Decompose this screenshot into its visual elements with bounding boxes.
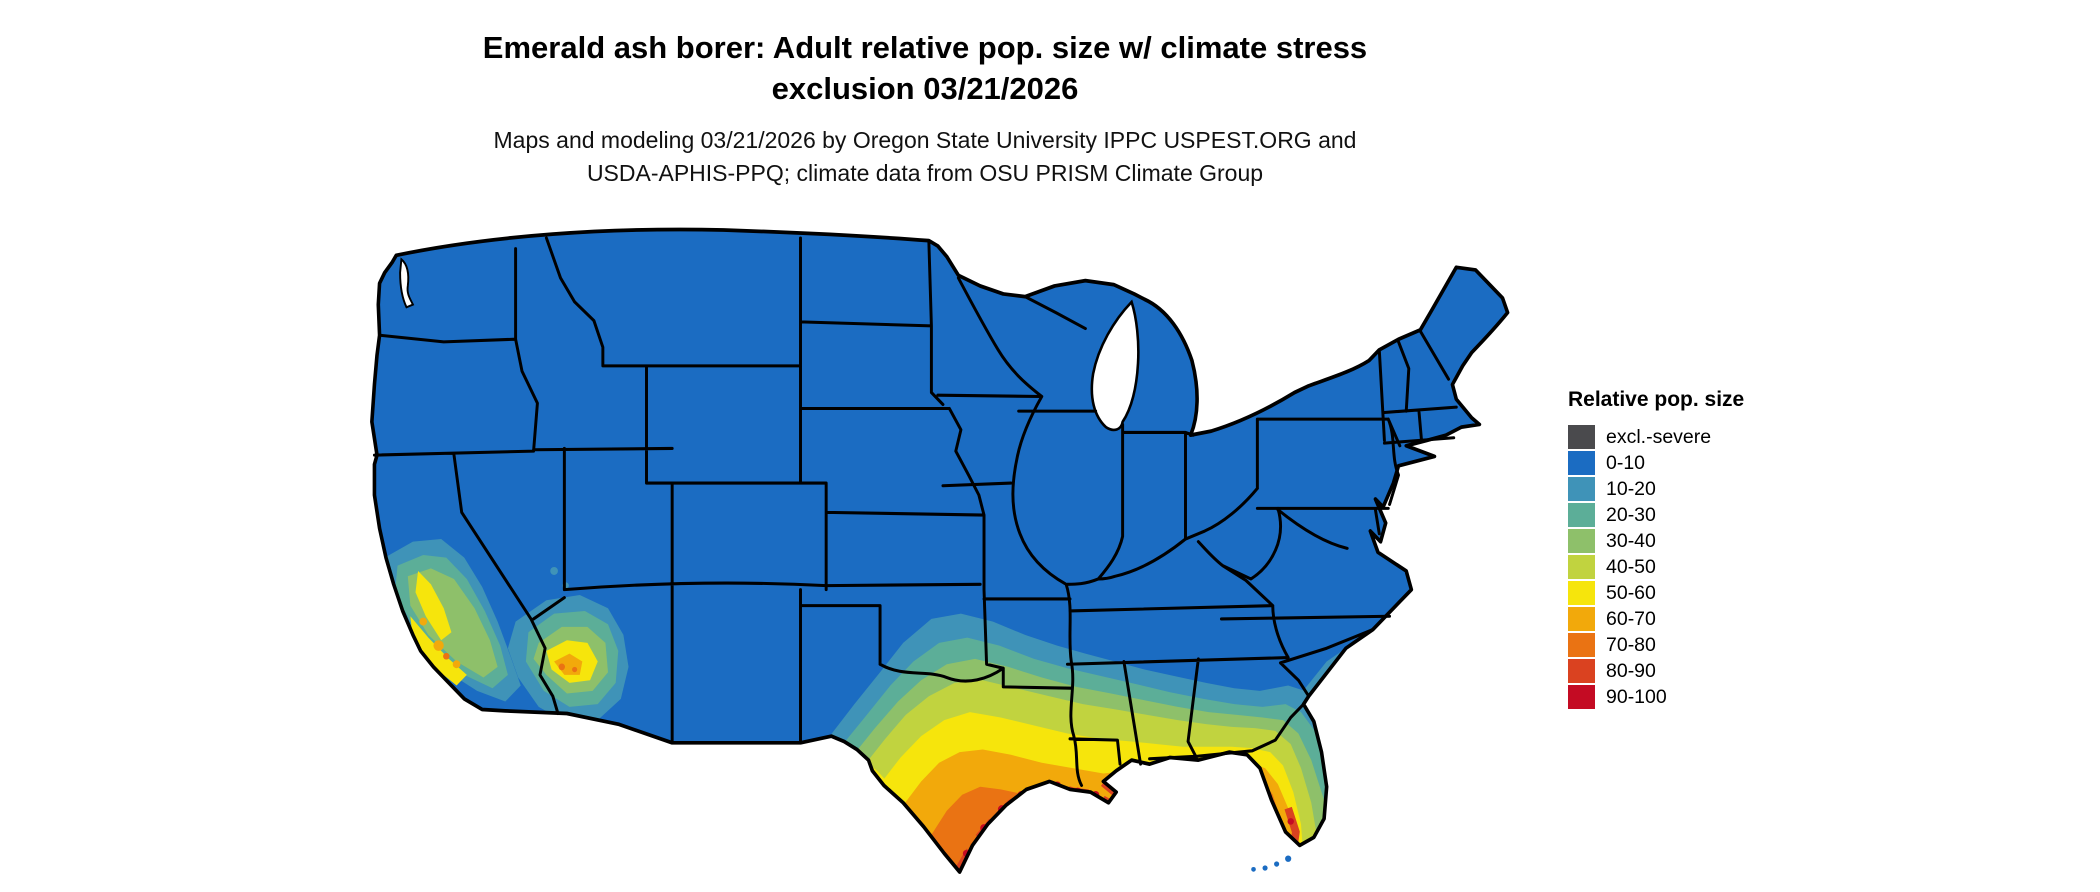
legend-item: 30-40 [1568,528,1848,554]
legend-label: 20-30 [1606,503,1656,526]
legend-item: 40-50 [1568,554,1848,580]
legend-item: 10-20 [1568,476,1848,502]
legend-label: 40-50 [1606,555,1656,578]
legend-item: 80-90 [1568,658,1848,684]
legend-label: 30-40 [1606,529,1656,552]
legend-label: 70-80 [1606,633,1656,656]
legend-label: 50-60 [1606,581,1656,604]
nation-outline [370,227,1510,874]
title-line-2: exclusion 03/21/2026 [771,70,1079,106]
legend-label: 60-70 [1606,607,1656,630]
legend-swatch [1568,555,1595,579]
state-borders [372,236,1458,787]
legend-swatch [1568,581,1595,605]
legend-swatch [1568,659,1595,683]
page-title: Emerald ash borer: Adult relative pop. s… [150,28,1700,110]
legend-swatch [1568,685,1595,709]
florida-keys-dots [1251,855,1292,872]
legend-swatch [1568,607,1595,631]
legend-swatch [1568,529,1595,553]
legend-swatch [1568,425,1595,449]
title-line-1: Emerald ash borer: Adult relative pop. s… [482,30,1368,65]
legend-item: 70-80 [1568,632,1848,658]
us-map [370,227,1510,874]
subtitle-line-2: USDA-APHIS-PPQ; climate data from OSU PR… [586,159,1264,186]
legend-label: 10-20 [1606,477,1656,500]
legend-label: 90-100 [1606,685,1667,708]
legend-swatch [1568,477,1595,501]
us-map-container [300,222,1532,888]
legend-label: excl.-severe [1606,425,1712,448]
legend-item: 0-10 [1568,450,1848,476]
legend-swatch [1568,451,1595,475]
legend-panel: Relative pop. size excl.-severe 0-10 10-… [1568,388,1848,710]
legend-item: 60-70 [1568,606,1848,632]
legend-swatch [1568,633,1595,657]
puget-sound [399,257,415,309]
subtitle-line-1: Maps and modeling 03/21/2026 by Oregon S… [493,127,1357,153]
legend-item: excl.-severe [1568,424,1848,450]
legend-item: 20-30 [1568,502,1848,528]
legend-items: excl.-severe 0-10 10-20 20-30 [1568,424,1848,710]
legend-label: 0-10 [1606,451,1646,474]
legend-label: 80-90 [1606,659,1656,682]
legend-title: Relative pop. size [1568,388,1745,411]
lake-michigan [1090,299,1140,432]
legend-swatch [1568,503,1595,527]
legend-item: 90-100 [1568,684,1848,710]
legend-item: 50-60 [1568,580,1848,606]
page-subtitle: Maps and modeling 03/21/2026 by Oregon S… [150,124,1700,189]
